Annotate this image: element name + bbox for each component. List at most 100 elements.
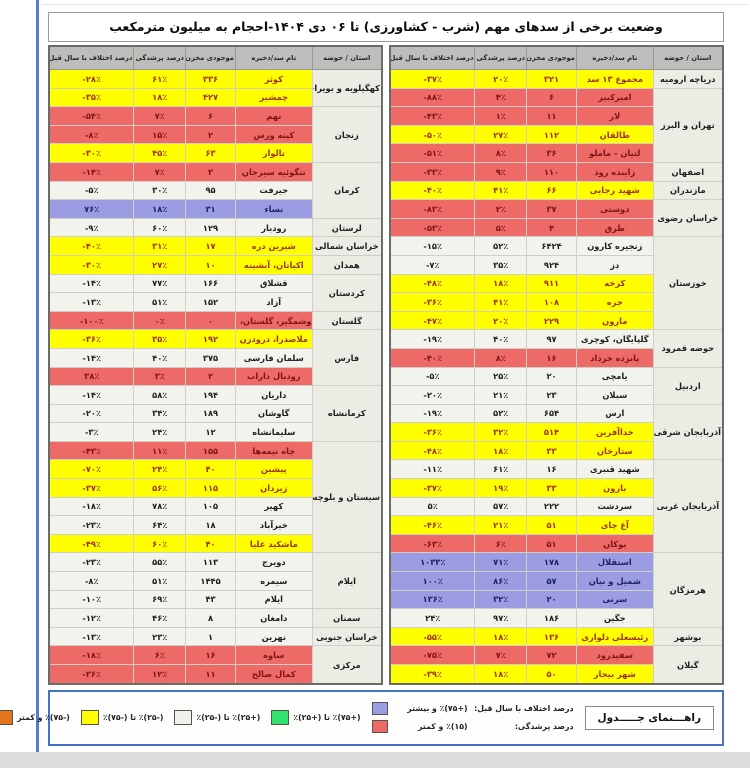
table-row: لرستان رودبار ۱۲۹ ۶۰٪ -۹٪ bbox=[48, 217, 383, 238]
cell-fill: ۳۴٪ bbox=[133, 403, 187, 424]
cell-fill: ۳٪ bbox=[133, 366, 187, 387]
cell-volume: ۶۶ bbox=[526, 180, 577, 201]
cell-diff: -۴۸٪ bbox=[389, 273, 476, 294]
cell-diff: -۴۳٪ bbox=[48, 440, 135, 461]
cell-diff: -۱۴٪ bbox=[48, 347, 135, 368]
cell-volume: ۱۷۸ bbox=[526, 552, 577, 573]
table-row: لتیان - ماملو ۳۶ ۸٪ -۵۱٪ bbox=[389, 143, 723, 163]
cell-volume: ۴ bbox=[526, 217, 577, 238]
table-row: سیمره ۱۴۴۵ ۵۱٪ -۸٪ bbox=[48, 571, 382, 591]
cell-fill: ۱۹٪ bbox=[474, 478, 528, 498]
table-row: کمال صالح ۱۱ ۱۲٪ -۳۶٪ bbox=[48, 663, 382, 685]
cell-volume: ۱۹۲ bbox=[185, 329, 236, 349]
cell-fill: ۶۰٪ bbox=[133, 217, 187, 238]
cell-name: دویرج bbox=[235, 552, 313, 573]
cell-diff: -۷٪ bbox=[389, 254, 476, 275]
cell-diff: -۴۳٪ bbox=[389, 106, 476, 126]
cell-diff: -۳٪ bbox=[48, 422, 135, 442]
cell-fill: ۶۹٪ bbox=[133, 589, 187, 610]
table-row: هرمزگان استقلال ۱۷۸ ۷۱٪ ۱۰۳۳٪ bbox=[389, 552, 724, 628]
province-cell: فارس bbox=[311, 329, 383, 387]
cell-fill: ۲۴٪ bbox=[133, 459, 187, 480]
cell-volume: ۳۳ bbox=[526, 440, 577, 461]
cell-fill: ۱۲٪ bbox=[133, 663, 187, 685]
cell-volume: ۵۰ bbox=[526, 663, 577, 685]
table-row: پانزده خرداد ۱۶ ۸٪ -۴۰٪ bbox=[389, 347, 723, 368]
legend-title: راهـــنمای جـــــدول bbox=[584, 705, 714, 730]
cell-fill: ۷۱٪ bbox=[474, 552, 528, 573]
cell-volume: ۱۸۶ bbox=[526, 608, 577, 628]
cell-diff: -۳۶٪ bbox=[389, 292, 476, 312]
table-row: کینه ورس ۲ ۱۵٪ -۸٪ bbox=[48, 124, 382, 145]
legend-purple-label: (+۷۵)٪ و بیشتر bbox=[407, 704, 468, 714]
cell-diff: -۵۴٪ bbox=[48, 106, 135, 126]
cell-diff: ۲۴٪ bbox=[389, 608, 476, 628]
column-header-1: نام سد/ذخیره bbox=[576, 45, 654, 70]
cell-fill: ۴۶٪ bbox=[133, 608, 187, 628]
table-row: کرمانشاه داریان ۱۹۴ ۵۸٪ -۱۴٪ bbox=[48, 385, 383, 442]
table-row: رودبال داراب ۲ ۳٪ ۳۸٪ bbox=[48, 366, 382, 387]
cell-fill: ۴۱٪ bbox=[474, 180, 528, 201]
cell-diff: -۳۶٪ bbox=[48, 663, 135, 685]
cell-name: آغ چای bbox=[576, 515, 654, 535]
table-row: اردبیل یامچی ۲۰ ۲۵٪ -۵٪ bbox=[389, 366, 724, 405]
legend-red-label: (۱۵)٪ و کمتر bbox=[418, 722, 468, 732]
cell-fill: ۳۰٪ bbox=[133, 180, 187, 201]
cell-diff: -۱۸٪ bbox=[48, 645, 135, 665]
province-cell: گیلان bbox=[652, 645, 724, 685]
cell-fill: ۶۰٪ bbox=[133, 533, 187, 554]
province-cell: بوشهر bbox=[652, 626, 724, 647]
cell-diff: -۳۷٪ bbox=[389, 478, 476, 498]
column-header-2: موجودی مخزن bbox=[526, 45, 577, 70]
cell-name: وشمگیر، گلستان، بوستان bbox=[235, 310, 313, 331]
cell-fill: ۷٪ bbox=[133, 106, 187, 126]
cell-diff: -۳۶٪ bbox=[389, 422, 476, 442]
table-row: سلیمانشاه ۱۲ ۲۴٪ -۳٪ bbox=[48, 422, 382, 442]
table-row: کرمان تنگوئیه سیرجان ۳ ۷٪ -۱۴٪ bbox=[48, 161, 383, 219]
cell-fill: ۱۸٪ bbox=[474, 663, 528, 685]
cell-diff: -۲۳٪ bbox=[48, 515, 135, 535]
table-row: گیلان سفیدرود ۷۲ ۷٪ -۷۵٪ bbox=[389, 645, 724, 685]
cell-volume: ۳۱ bbox=[185, 199, 236, 219]
cell-fill: ۳۲٪ bbox=[474, 422, 528, 442]
table-row: حوضه قمرود گلپایگان، کوچری ۹۷ ۴۰٪ -۱۹٪ bbox=[389, 329, 724, 368]
dams-table-left: استان / حوضه نام سد/ذخیره موجودی مخزن درصد … bbox=[48, 45, 383, 685]
legend-item-yellow: (-۲۵)٪ تا (-۷۵)٪ bbox=[80, 710, 163, 726]
table-row: همدان اکباتان، آبشینه ۱۰ ۲۷٪ -۳۰٪ bbox=[48, 254, 383, 275]
cell-diff: ۱۳۶٪ bbox=[389, 589, 476, 610]
cell-diff: -۱۹٪ bbox=[389, 403, 476, 424]
cell-diff: -۷۵٪ bbox=[389, 645, 476, 665]
column-header-3: درصد پرشدگی bbox=[474, 45, 528, 70]
table-row: کرخه ۹۱۱ ۱۸٪ -۴۸٪ bbox=[389, 273, 723, 294]
table-row: کهیر ۱۰۵ ۷۸٪ -۱۸٪ bbox=[48, 496, 382, 517]
cell-diff: -۱۸٪ bbox=[48, 496, 135, 517]
cell-name: چمشیر bbox=[235, 87, 313, 108]
cell-name: داریان bbox=[235, 385, 313, 405]
cell-name: لار bbox=[576, 106, 654, 126]
cell-name: رودبال داراب bbox=[235, 366, 313, 387]
province-cell: کردستان bbox=[311, 273, 383, 312]
table-row: خراسان رضوی دوستی ۳۷ ۲٪ -۸۳٪ bbox=[389, 199, 724, 238]
cell-volume: ۳۷ bbox=[526, 199, 577, 219]
column-header-0: استان / حوضه bbox=[311, 45, 383, 70]
cell-volume: ۱۶ bbox=[185, 645, 236, 665]
cell-volume: ۳ bbox=[185, 161, 236, 182]
table-row: مازندران شهید رجایی ۶۶ ۴۱٪ -۴۰٪ bbox=[389, 180, 724, 201]
cell-name: شهید رجایی bbox=[576, 180, 654, 201]
cell-name: کرخه bbox=[576, 273, 654, 294]
cell-diff: -۱۳٪ bbox=[48, 292, 135, 312]
cell-volume: ۵۱ bbox=[526, 515, 577, 535]
cell-fill: ۱۵٪ bbox=[133, 124, 187, 145]
cell-name: دز bbox=[576, 254, 654, 275]
cell-diff: -۴۰٪ bbox=[389, 180, 476, 201]
cell-fill: ۳۲٪ bbox=[474, 589, 528, 610]
legend-item-orange: (-۷۵)٪ و کمتر bbox=[0, 710, 70, 726]
table-row: خداآفرین ۵۱۴ ۳۲٪ -۳۶٪ bbox=[389, 422, 723, 442]
province-cell: اصفهان bbox=[652, 161, 724, 182]
cell-diff: -۵٪ bbox=[48, 180, 135, 201]
page-title: وضعیت برخی از سدهای مهم (شرب - کشاورزی) … bbox=[48, 12, 724, 42]
cell-volume: ۴۰ bbox=[185, 533, 236, 554]
cell-name: سرنی bbox=[576, 589, 654, 610]
table-row: جیرفت ۹۵ ۳۰٪ -۵٪ bbox=[48, 180, 382, 201]
